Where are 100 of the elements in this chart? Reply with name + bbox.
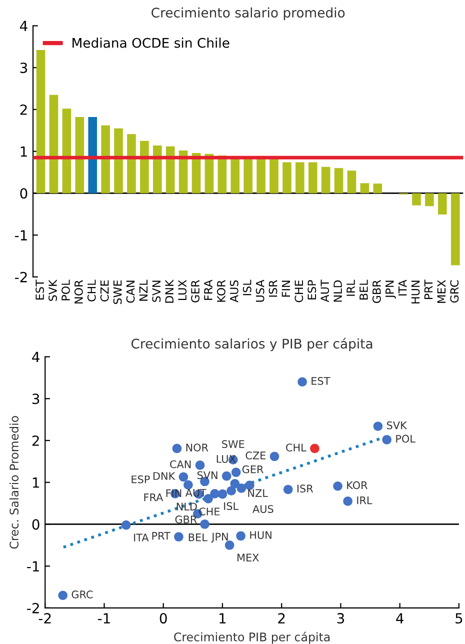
annotation: SVN [197,471,218,480]
bar [321,166,330,194]
x-tick-label: SVN [152,280,161,302]
point [226,486,236,496]
x-tick-label: 2 [278,613,285,624]
x-tick-label: GRC [450,280,459,303]
y-axis-title: Crec. Salario Promedio [9,416,19,549]
x-tick-label: 0 [160,613,167,624]
y-tick-label: -1 [14,230,27,240]
annotation: CZE [246,452,266,460]
x-axis-title: Crecimiento PIB per cápita [174,632,330,644]
annotation: KOR [347,481,368,490]
x-tick-label: SVK [48,279,57,301]
point [174,532,184,542]
point [310,444,320,454]
annotation: SVK [386,421,408,430]
annotation: ISR [297,484,314,492]
x-tick-label: ISR [268,280,278,297]
point [195,460,205,470]
annotation: ISL [224,502,238,510]
point [218,489,228,499]
x-tick-label: DNK [165,279,174,303]
point [200,520,210,529]
x-tick-label: NZL [139,280,148,301]
point [373,422,383,431]
point [298,377,307,387]
annotation: PRT [152,532,170,540]
annotation: CHL [286,444,306,452]
bar [425,193,434,206]
point [184,480,193,490]
x-tick-label: NOR [74,280,83,304]
bar [36,50,46,194]
bar [412,193,421,206]
x-tick-label: POL [62,280,70,300]
x-tick-label: 5 [456,613,462,624]
bar [114,128,123,194]
bar [256,157,266,194]
x-tick-label: KOR [216,280,226,302]
point [283,484,293,494]
x-tick-label: FRA [204,280,212,300]
bar [438,193,447,215]
y-tick-label: 2 [20,104,27,115]
x-tick-label: GBR [372,280,381,304]
x-tick-label: HUN [411,280,420,304]
chart-title: Crecimiento salario promedio [152,7,345,20]
x-tick-label: 4 [396,613,404,624]
annotation: SWE [222,440,244,448]
y-tick-label: 0 [20,188,28,199]
annotation: JPN [211,532,228,543]
annotation: HUN [250,531,272,539]
x-tick-label: PRT [424,280,433,300]
annotation: DNK [153,472,176,480]
bar [152,145,162,194]
annotation: GER [242,465,264,474]
legend-label: Mediana OCDE sin Chile [72,38,230,48]
annotation: POL [396,434,416,443]
x-tick-label: MEX [437,280,446,303]
point [343,496,352,506]
y-tick-label: 2 [32,435,39,446]
annotation: GRC [72,590,93,598]
bar [49,94,58,194]
x-tick-label: -1 [98,613,110,624]
y-tick-label: 3 [32,394,40,404]
x-tick-label: CHL [87,280,96,302]
x-tick-label: EST [36,280,44,300]
bar [140,140,149,194]
y-tick-label: 1 [20,146,27,157]
point [236,531,246,541]
annotation: CAN [170,460,191,468]
bar [308,162,318,194]
y-tick-label: 3 [20,62,28,74]
x-tick-label: CAN [126,280,135,303]
x-tick-label: SWE [113,280,122,304]
y-tick-label: -2 [14,272,27,282]
bar [88,117,98,194]
annotation: BEL [188,534,208,542]
bar [101,125,110,194]
x-tick-label: GER [191,280,200,302]
y-tick-label: -2 [27,602,39,614]
annotation: EST [312,377,330,385]
bar [295,162,304,194]
y-tick-label: 1 [32,478,39,488]
x-tick-label: LUX [178,280,187,300]
y-tick-label: 0 [32,519,40,530]
annotation: NZL [248,489,268,497]
point [333,481,342,491]
bar [62,108,72,194]
point [231,468,241,477]
point [382,435,392,444]
x-tick-label: FIN [282,280,290,297]
bar [75,117,84,194]
bar [360,183,370,194]
x-tick-label: ISL [242,280,252,296]
annotation: ITA [134,534,149,542]
bar [270,158,278,194]
x-tick-label: IRL [346,280,355,296]
annotation: FRA [144,494,164,502]
x-tick-label: ITA [398,280,407,296]
annotation: IRL [357,496,372,504]
bar [373,184,382,194]
